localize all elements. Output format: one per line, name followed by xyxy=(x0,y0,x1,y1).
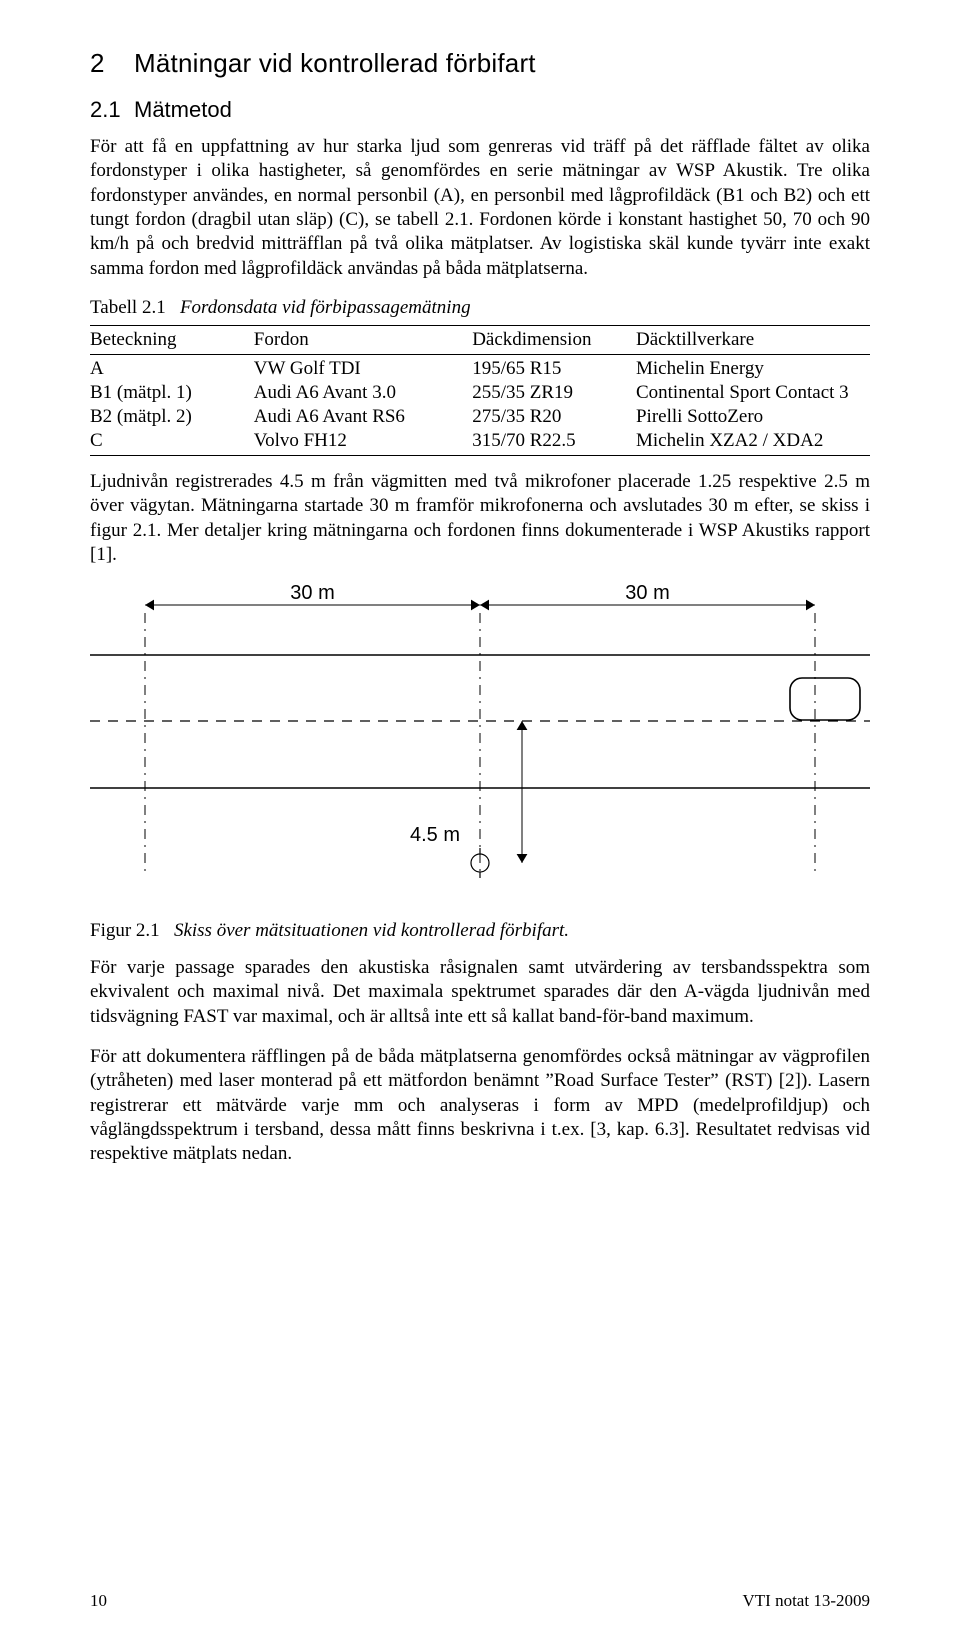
table-cell: Michelin XZA2 / XDA2 xyxy=(636,429,870,456)
table-cell: Continental Sport Contact 3 xyxy=(636,381,870,405)
table-header: Fordon xyxy=(254,325,472,354)
table-row: B2 (mätpl. 2) Audi A6 Avant RS6 275/35 R… xyxy=(90,405,870,429)
table-cell: A xyxy=(90,354,254,381)
table-cell: B1 (mätpl. 1) xyxy=(90,381,254,405)
figure-caption: Figur 2.1 Skiss över mätsituationen vid … xyxy=(90,920,870,942)
table-cell: 275/35 R20 xyxy=(472,405,636,429)
table-cell: VW Golf TDI xyxy=(254,354,472,381)
footer-right: VTI notat 13-2009 xyxy=(743,1591,870,1611)
section-heading: 2Mätningar vid kontrollerad förbifart xyxy=(90,48,870,79)
paragraph-1: För att få en uppfattning av hur starka … xyxy=(90,135,870,281)
table-cell: 195/65 R15 xyxy=(472,354,636,381)
table-title: Fordonsdata vid förbipassagemätning xyxy=(180,297,471,318)
vehicle-data-table: Beteckning Fordon Däckdimension Däcktill… xyxy=(90,325,870,456)
subsection-heading: 2.1Mätmetod xyxy=(90,97,870,123)
svg-text:4.5 m: 4.5 m xyxy=(410,824,460,846)
subsection-number: 2.1 xyxy=(90,97,134,123)
paragraph-2: Ljudnivån registrerades 4.5 m från vägmi… xyxy=(90,470,870,567)
table-caption: Tabell 2.1 Fordonsdata vid förbipassagem… xyxy=(90,297,870,319)
table-header: Däckdimension xyxy=(472,325,636,354)
figure-label: Figur 2.1 xyxy=(90,920,160,941)
subsection-title-text: Mätmetod xyxy=(134,97,232,122)
paragraph-4: För att dokumentera räfflingen på de båd… xyxy=(90,1045,870,1167)
section-title-text: Mätningar vid kontrollerad förbifart xyxy=(134,48,536,78)
table-cell: C xyxy=(90,429,254,456)
table-cell: Michelin Energy xyxy=(636,354,870,381)
table-row: A VW Golf TDI 195/65 R15 Michelin Energy xyxy=(90,354,870,381)
table-cell: 315/70 R22.5 xyxy=(472,429,636,456)
figure-title: Skiss över mätsituationen vid kontroller… xyxy=(174,920,569,941)
page-footer: 10 VTI notat 13-2009 xyxy=(90,1591,870,1611)
figure-diagram: 30 m 30 m 4.5 m xyxy=(90,583,870,908)
table-header-row: Beteckning Fordon Däckdimension Däcktill… xyxy=(90,325,870,354)
table-cell: B2 (mätpl. 2) xyxy=(90,405,254,429)
svg-text:30 m: 30 m xyxy=(625,583,669,604)
table-cell: Pirelli SottoZero xyxy=(636,405,870,429)
paragraph-3: För varje passage sparades den akustiska… xyxy=(90,956,870,1029)
table-cell: Audi A6 Avant RS6 xyxy=(254,405,472,429)
svg-text:30 m: 30 m xyxy=(290,583,334,604)
measurement-schematic: 30 m 30 m 4.5 m xyxy=(90,583,870,903)
table-row: C Volvo FH12 315/70 R22.5 Michelin XZA2 … xyxy=(90,429,870,456)
table-cell: 255/35 ZR19 xyxy=(472,381,636,405)
table-label: Tabell 2.1 xyxy=(90,297,166,318)
table-header: Däcktillverkare xyxy=(636,325,870,354)
page-number: 10 xyxy=(90,1591,107,1611)
table-cell: Volvo FH12 xyxy=(254,429,472,456)
table-header: Beteckning xyxy=(90,325,254,354)
table-row: B1 (mätpl. 1) Audi A6 Avant 3.0 255/35 Z… xyxy=(90,381,870,405)
table-cell: Audi A6 Avant 3.0 xyxy=(254,381,472,405)
section-number: 2 xyxy=(90,48,134,79)
